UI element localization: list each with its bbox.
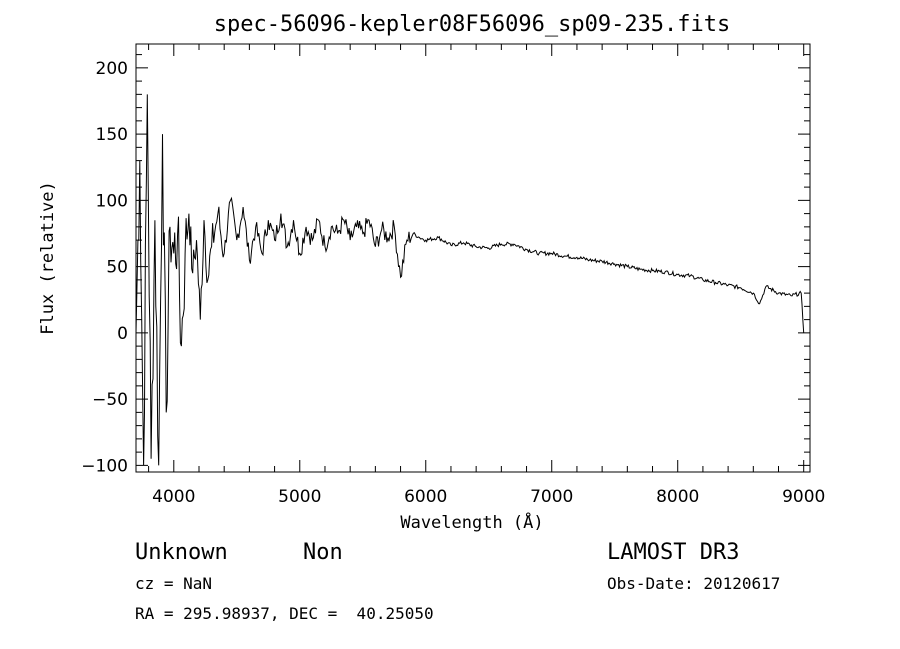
x-axis-label: Wavelength (Å) xyxy=(400,511,543,533)
y-axis-label: Flux (relative) xyxy=(38,181,58,335)
y-tick-label: −50 xyxy=(92,390,128,410)
x-tick-label: 4000 xyxy=(152,487,195,507)
survey-name: LAMOST DR3 xyxy=(607,540,739,565)
object-class: Unknown xyxy=(135,540,228,565)
y-tick-label: 150 xyxy=(96,125,128,145)
obs-date: Obs-Date: 20120617 xyxy=(607,574,780,593)
axis-ticks xyxy=(136,44,810,472)
y-tick-label: 200 xyxy=(96,59,128,79)
y-tick-label: 0 xyxy=(117,324,128,344)
axis-tick-labels: 4000 5000 6000 7000 8000 9000 −100 −50 0 50 100 150… xyxy=(81,59,825,507)
x-tick-label: 9000 xyxy=(782,487,825,507)
x-tick-label: 7000 xyxy=(530,487,573,507)
spectrum-line xyxy=(135,94,805,466)
chart-title: spec-56096-kepler08F56096_sp09-235.fits xyxy=(214,12,731,37)
x-tick-label: 5000 xyxy=(278,487,321,507)
x-tick-label: 6000 xyxy=(404,487,447,507)
ra-dec-coords: RA = 295.98937, DEC = 40.25050 xyxy=(135,604,434,623)
object-subclass: Non xyxy=(303,540,343,565)
plot-frame xyxy=(135,43,811,473)
y-tick-label: −100 xyxy=(81,456,128,476)
y-tick-label: 50 xyxy=(106,258,128,278)
x-tick-label: 8000 xyxy=(656,487,699,507)
cz-value: cz = NaN xyxy=(135,574,212,593)
y-tick-label: 100 xyxy=(96,191,128,211)
